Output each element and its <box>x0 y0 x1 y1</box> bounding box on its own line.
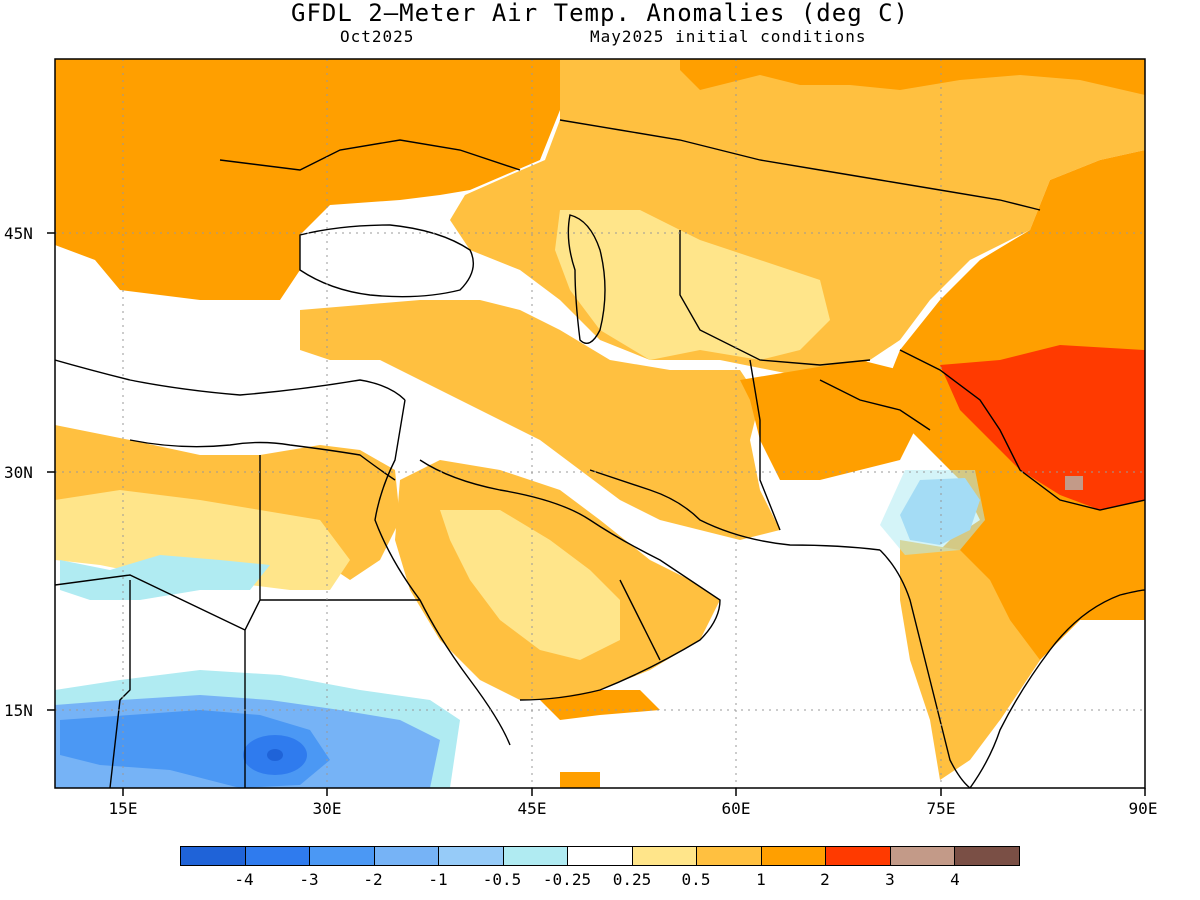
plot-frame <box>54 58 1146 789</box>
anomaly-spot-sudan-core <box>267 749 283 761</box>
legend-swatch <box>245 847 311 865</box>
legend-swatch <box>697 847 762 865</box>
legend-label: -1 <box>428 870 448 889</box>
legend-label: 0.5 <box>681 870 711 889</box>
x-tick-label: 30E <box>313 799 342 818</box>
anomaly-region-caspian <box>555 210 830 360</box>
legend-swatch <box>439 847 504 865</box>
legend-swatch <box>310 847 375 865</box>
legend-label: 1 <box>756 870 766 889</box>
legend-label: 0.25 <box>612 870 652 889</box>
anomaly-spot-tibet <box>1065 476 1083 490</box>
anomaly-region-arabia-core <box>440 510 620 660</box>
x-tick-label: 45E <box>518 799 547 818</box>
axis-ticks <box>47 232 1146 796</box>
legend-swatch <box>181 847 246 865</box>
initial-conditions-label: May2025 initial conditions <box>590 27 867 46</box>
legend-label: -3 <box>299 870 319 889</box>
legend-label: -0.25 <box>542 870 592 889</box>
anomaly-region-somalia <box>560 772 600 788</box>
legend-label: -0.5 <box>482 870 522 889</box>
legend-swatch <box>955 847 1019 865</box>
x-tick-label: 15E <box>109 799 138 818</box>
y-tick-label: 45N <box>4 224 33 243</box>
x-tick-label: 90E <box>1129 799 1158 818</box>
coastlines <box>55 119 1145 788</box>
anomaly-region-yemen <box>540 690 660 720</box>
anomaly-region-europe <box>55 59 560 300</box>
map-grid <box>55 59 1145 788</box>
valid-month-label: Oct2025 <box>340 27 415 46</box>
anomaly-region-india <box>900 540 1040 780</box>
legend-label: 3 <box>885 870 895 889</box>
y-tick-label: 30N <box>4 463 33 482</box>
legend-label: 4 <box>950 870 960 889</box>
legend-label: -2 <box>363 870 383 889</box>
legend-swatch <box>568 847 633 865</box>
anomaly-region-tibet <box>940 345 1145 510</box>
color-legend <box>180 846 1020 866</box>
anomaly-region-sahara-blue <box>60 555 270 600</box>
legend-swatch <box>826 847 891 865</box>
legend-swatch <box>890 847 956 865</box>
legend-swatch <box>632 847 698 865</box>
x-tick-label: 75E <box>927 799 956 818</box>
legend-swatch <box>503 847 569 865</box>
legend-label: -4 <box>234 870 254 889</box>
anomaly-region-siberia <box>680 59 1145 95</box>
legend-swatch <box>374 847 440 865</box>
anomaly-region-iran <box>300 300 780 540</box>
legend-swatch <box>761 847 827 865</box>
anomaly-region-afghanistan <box>740 360 920 480</box>
chart-title: GFDL 2—Meter Air Temp. Anomalies (deg C) <box>291 0 909 27</box>
anomaly-region-thar-core <box>880 470 985 555</box>
legend-label: 2 <box>820 870 830 889</box>
y-tick-label: 15N <box>4 701 33 720</box>
x-tick-label: 60E <box>722 799 751 818</box>
